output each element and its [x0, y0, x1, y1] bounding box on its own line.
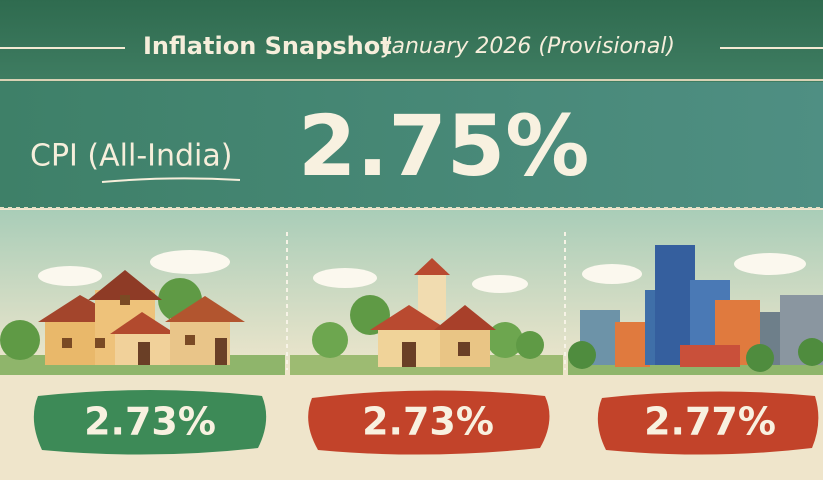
brush-stroke	[33, 390, 267, 455]
brush-stroke	[597, 391, 819, 455]
brush-stroke	[308, 390, 550, 455]
underline	[101, 177, 241, 183]
title: Inflation Snapshot	[143, 32, 392, 60]
clouds	[38, 250, 806, 293]
cpi-label: CPI (All-India)	[30, 139, 232, 174]
village-illustration	[290, 258, 563, 375]
rural-illustration	[0, 270, 285, 375]
cpi-value: 2.75%	[298, 97, 589, 195]
cpi-band	[0, 82, 823, 208]
urban-illustration	[568, 245, 823, 375]
header-band	[0, 0, 823, 82]
panel-value: 2.77%	[644, 400, 776, 444]
panel-value: 2.73%	[362, 400, 494, 444]
subtitle: January 2026 (Provisional)	[381, 34, 675, 59]
panel-value: 2.73%	[84, 400, 216, 444]
